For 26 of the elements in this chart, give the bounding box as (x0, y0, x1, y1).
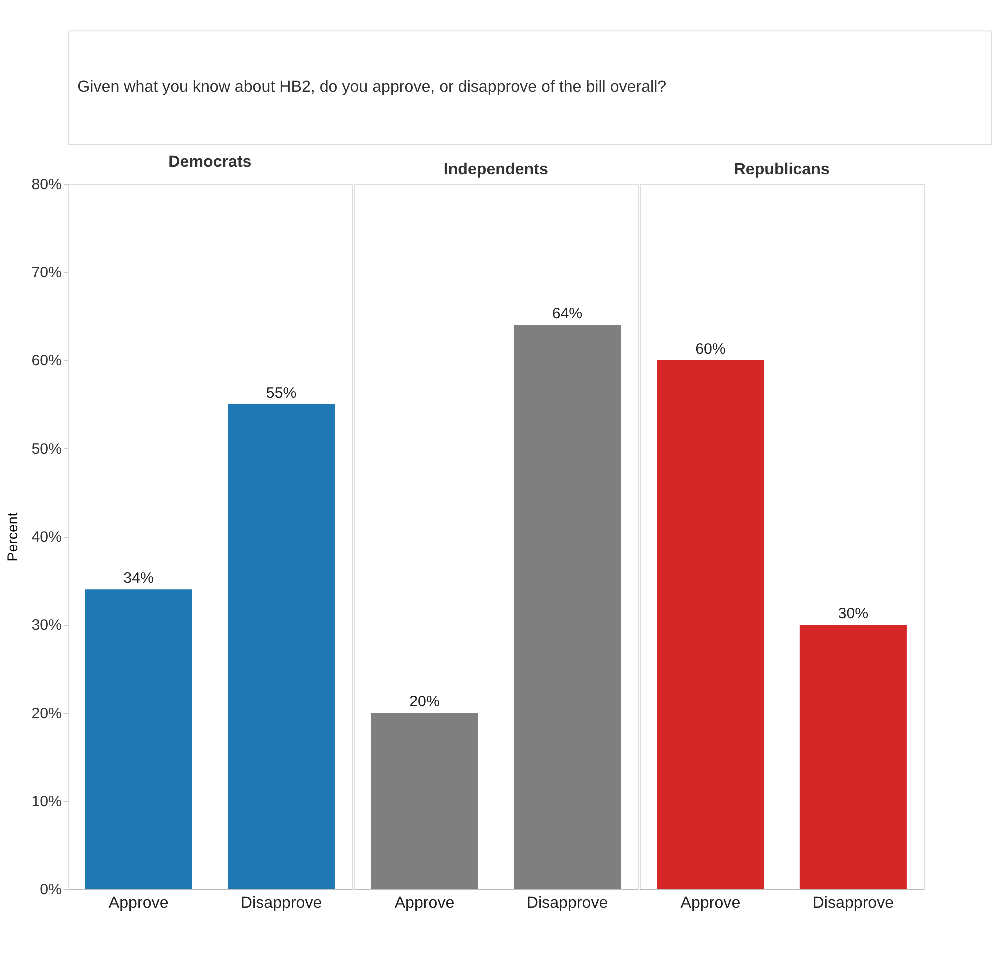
chart-title: Democrats (168, 153, 252, 172)
x-tick-label: Disapprove (812, 894, 894, 912)
y-axis-title: Percent (5, 512, 22, 562)
data-label: 20% (410, 693, 440, 710)
data-label: 34% (124, 570, 154, 588)
x-tick-label: Approve (394, 894, 455, 912)
data-label: 64% (552, 306, 583, 323)
y-tick-label: 80% (32, 176, 62, 194)
x-tick-label: Disapprove (240, 894, 322, 912)
y-tick-label: 30% (32, 617, 62, 634)
data-label: 30% (838, 605, 869, 622)
y-tick-label: 0% (40, 882, 62, 899)
x-tick-label: Approve (108, 894, 169, 912)
x-tick-label: Disapprove (526, 894, 608, 912)
y-tick-label: 10% (32, 794, 62, 810)
y-tick-label: 40% (32, 528, 62, 546)
y-tick-label: 70% (32, 264, 62, 282)
chart-title: Republicans (734, 160, 830, 179)
text: Given what you know about HB2, do you approve, or disapprove of the bill overall? (78, 78, 667, 96)
data-label: 60% (696, 340, 726, 358)
data-label: 55% (266, 384, 297, 402)
x-tick-label: Approve (680, 894, 741, 912)
y-tick-label: 50% (32, 440, 62, 458)
chart-title: Independents (444, 160, 548, 179)
y-tick-label: 60% (32, 352, 62, 370)
y-tick-label: 20% (32, 705, 62, 722)
